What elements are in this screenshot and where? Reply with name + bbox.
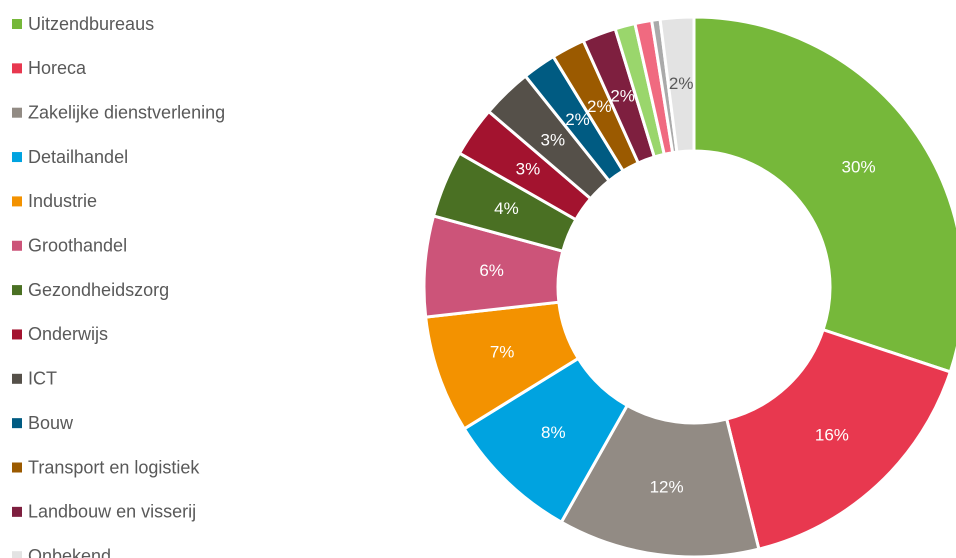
data-label: 30%	[842, 158, 876, 177]
data-label: 7%	[490, 343, 515, 362]
legend-label: Gezondheidszorg	[28, 280, 169, 300]
slice	[658, 15, 696, 154]
data-label: 4%	[494, 199, 519, 218]
data-label: 16%	[815, 425, 849, 444]
legend-label: Groothandel	[28, 236, 127, 256]
data-label: 2%	[669, 74, 694, 93]
legend-swatch	[12, 19, 22, 29]
data-label: 8%	[541, 423, 566, 442]
legend-swatch	[12, 107, 22, 118]
legend-label: ICT	[28, 369, 57, 389]
legend-label: Landbouw en visserij	[28, 502, 196, 522]
legend-label: Onderwijs	[28, 324, 108, 344]
data-label: 3%	[516, 160, 541, 179]
legend-label: Zakelijke dienstverlening	[28, 102, 225, 122]
legend-swatch	[12, 418, 22, 429]
legend-swatch	[12, 196, 22, 207]
legend-label: Onbekend	[28, 546, 111, 558]
legend-swatch	[12, 285, 22, 296]
slice	[692, 15, 956, 374]
legend-label: Uitzendbureaus	[28, 14, 154, 34]
legend-label: Detailhandel	[28, 147, 128, 167]
data-label: 2%	[565, 110, 590, 129]
legend-swatch	[12, 240, 22, 251]
legend-swatch	[12, 506, 22, 517]
legend-swatch	[12, 373, 22, 384]
legend-label: Transport en logistiek	[28, 457, 200, 477]
legend-swatch	[12, 551, 22, 558]
legend-swatch	[12, 462, 22, 473]
legend-swatch	[12, 329, 22, 340]
legend-label: Bouw	[28, 413, 74, 433]
data-label: 12%	[650, 478, 684, 497]
legend-label: Industrie	[28, 191, 97, 211]
slice	[724, 327, 953, 551]
legend-label: Horeca	[28, 58, 87, 78]
data-label: 3%	[541, 131, 566, 150]
legend-swatch	[12, 63, 22, 74]
data-label: 6%	[479, 261, 504, 280]
legend-swatch	[12, 152, 22, 163]
data-label: 2%	[610, 86, 635, 105]
data-label: 2%	[587, 97, 612, 116]
